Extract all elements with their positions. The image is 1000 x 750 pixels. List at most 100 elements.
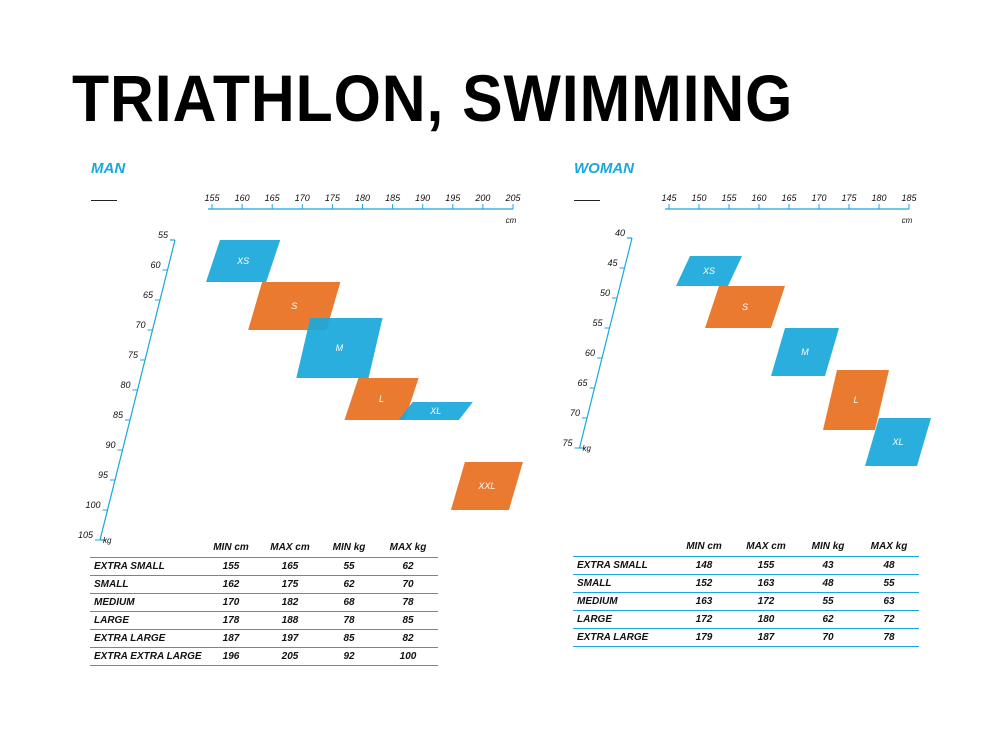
man-row-value: 92 (320, 647, 378, 666)
man-table-col-header: MAX kg (389, 541, 427, 553)
table-row: MEDIUM 163 172 55 63 (573, 592, 919, 611)
man-row-value: 78 (320, 611, 378, 630)
woman-y-tick-label: 50 (600, 288, 610, 298)
woman-row-value: 63 (859, 592, 919, 611)
table-row: LARGE 172 180 62 72 (573, 610, 919, 629)
woman-row-value: 148 (673, 556, 735, 575)
man-row-value: 197 (260, 629, 320, 648)
woman-row-name: EXTRA SMALL (573, 556, 673, 575)
man-row-value: 62 (320, 575, 378, 594)
man-row-name: EXTRA LARGE (90, 629, 202, 648)
man-row-value: 100 (378, 647, 438, 666)
man-x-tick-label: 170 (295, 193, 310, 203)
woman-row-name: SMALL (573, 574, 673, 593)
man-row-value: 85 (378, 611, 438, 630)
man-size-label: XXL (477, 481, 495, 491)
man-size-label: M (336, 343, 344, 353)
woman-y-tick-label: 40 (615, 228, 625, 238)
woman-row-value: 163 (735, 574, 797, 593)
woman-y-tick-label: 55 (592, 318, 603, 328)
woman-row-value: 55 (859, 574, 919, 593)
man-size-chart: 155 160 165 170 175 180 185 190 195 200 205 cm 55 60 6… (78, 193, 523, 545)
man-row-value: 68 (320, 593, 378, 612)
woman-row-value: 180 (735, 610, 797, 629)
man-y-tick-label: 65 (143, 290, 154, 300)
woman-row-value: 163 (673, 592, 735, 611)
man-table-col-header: MIN kg (332, 541, 366, 553)
woman-x-tick-label: 175 (841, 193, 857, 203)
man-row-value: 155 (202, 557, 260, 576)
woman-panel-label: WOMAN (574, 160, 634, 177)
man-x-unit: cm (506, 216, 517, 225)
man-y-tick-label: 70 (135, 320, 145, 330)
man-y-tick-label: 90 (105, 440, 115, 450)
woman-x-tick-label: 180 (871, 193, 886, 203)
man-y-tick-label: 95 (98, 470, 109, 480)
woman-table-col-header: MIN cm (686, 540, 722, 552)
woman-size-xl (865, 418, 931, 466)
woman-row-value: 72 (859, 610, 919, 629)
man-size-xl (398, 402, 473, 420)
man-row-value: 85 (320, 629, 378, 648)
woman-x-tick-label: 165 (781, 193, 797, 203)
woman-y-unit: kg (583, 444, 592, 453)
man-y-unit: kg (103, 536, 112, 545)
man-row-value: 55 (320, 557, 378, 576)
woman-row-value: 43 (797, 556, 859, 575)
woman-row-value: 172 (673, 610, 735, 629)
man-x-tick-label: 175 (325, 193, 341, 203)
man-row-name: EXTRA SMALL (90, 557, 202, 576)
woman-row-value: 152 (673, 574, 735, 593)
table-row: EXTRA LARGE 187 197 85 82 (90, 629, 438, 648)
man-size-l (344, 378, 419, 420)
man-x-tick-label: 165 (265, 193, 281, 203)
man-x-tick-label: 205 (504, 193, 521, 203)
man-table-col-header: MIN cm (213, 541, 249, 553)
man-x-tick-label: 195 (445, 193, 461, 203)
woman-x-tick-label: 160 (751, 193, 766, 203)
woman-size-s (705, 286, 785, 328)
man-row-value: 187 (202, 629, 260, 648)
woman-table-col-header: MAX kg (870, 540, 908, 552)
man-x-tick-label: 160 (235, 193, 250, 203)
woman-row-value: 155 (735, 556, 797, 575)
woman-x-tick-label: 185 (901, 193, 917, 203)
man-x-tick-label: 190 (415, 193, 430, 203)
page-title: TRIATHLON, SWIMMING (72, 61, 794, 135)
table-row: SMALL 152 163 48 55 (573, 574, 919, 593)
man-size-label: L (379, 394, 384, 404)
man-row-value: 175 (260, 575, 320, 594)
man-row-name: LARGE (90, 611, 202, 630)
man-x-tick-label: 185 (385, 193, 401, 203)
man-row-value: 196 (202, 647, 260, 666)
table-row: EXTRA SMALL 155 165 55 62 (90, 557, 438, 576)
man-y-tick-label: 85 (113, 410, 124, 420)
woman-x-unit: cm (902, 216, 913, 225)
man-row-name: MEDIUM (90, 593, 202, 612)
man-row-value: 165 (260, 557, 320, 576)
man-row-value: 188 (260, 611, 320, 630)
woman-size-label: XL (891, 437, 903, 447)
woman-x-tick-label: 170 (811, 193, 826, 203)
woman-size-label: S (742, 302, 748, 312)
man-row-value: 170 (202, 593, 260, 612)
man-size-m (296, 318, 383, 378)
man-y-tick-label: 105 (78, 530, 94, 540)
man-size-xxl (450, 462, 523, 510)
man-size-table: MIN cm MAX cm MIN kg MAX kg EXTRA SMALL 155 1… (90, 537, 438, 666)
woman-row-name: MEDIUM (573, 592, 673, 611)
woman-table-col-header (573, 536, 673, 557)
man-size-xs (206, 240, 281, 282)
table-row: MEDIUM 170 182 68 78 (90, 593, 438, 612)
woman-table-header: MIN cm MAX cm MIN kg MAX kg (573, 536, 919, 557)
woman-size-xs (676, 256, 742, 286)
woman-x-tick-label: 155 (721, 193, 737, 203)
man-row-name: SMALL (90, 575, 202, 594)
woman-row-value: 187 (735, 628, 797, 647)
man-size-label: XL (429, 406, 441, 416)
man-row-name: EXTRA EXTRA LARGE (90, 647, 202, 666)
woman-x-tick-label: 145 (661, 193, 677, 203)
woman-row-value: 48 (797, 574, 859, 593)
man-x-tick-label: 200 (474, 193, 490, 203)
table-row: EXTRA SMALL 148 155 43 48 (573, 556, 919, 575)
